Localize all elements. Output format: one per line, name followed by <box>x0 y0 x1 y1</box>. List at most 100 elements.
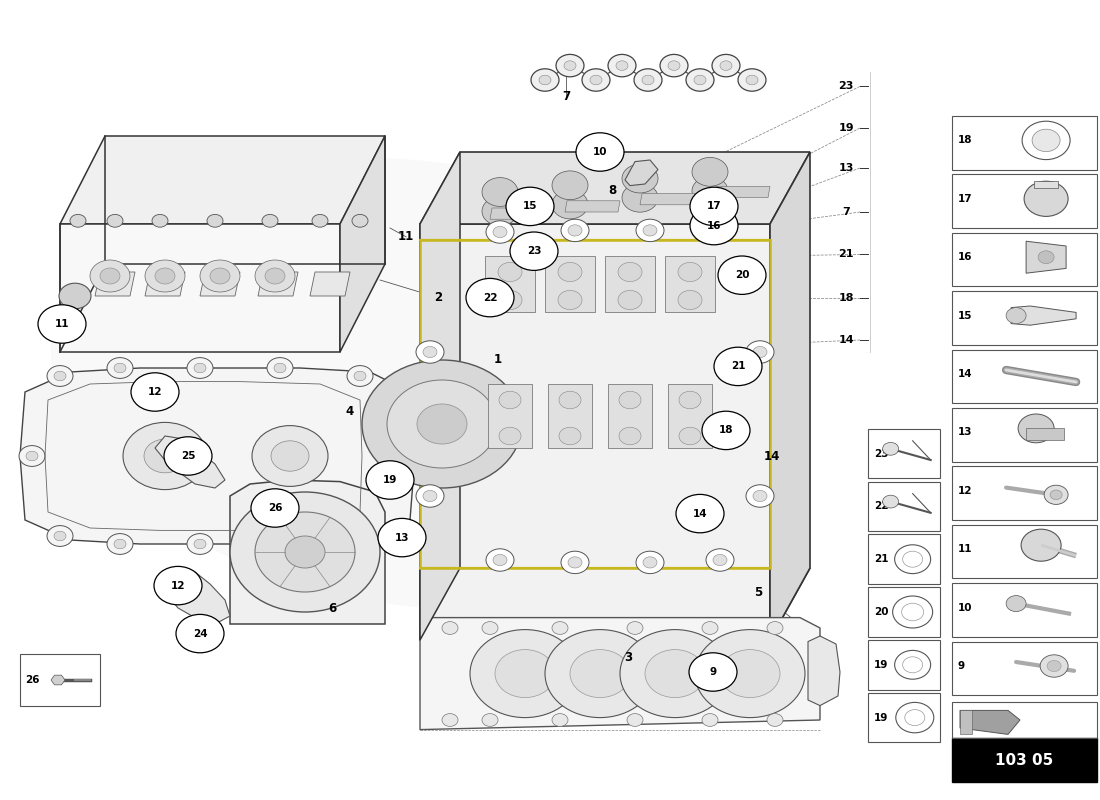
Circle shape <box>689 653 737 691</box>
Circle shape <box>678 290 702 310</box>
Text: 19: 19 <box>874 713 889 722</box>
Polygon shape <box>1011 306 1076 325</box>
Circle shape <box>123 422 207 490</box>
Circle shape <box>54 371 66 381</box>
Text: 22: 22 <box>483 293 497 302</box>
Circle shape <box>187 358 213 378</box>
Text: 18: 18 <box>838 293 854 302</box>
Circle shape <box>627 714 644 726</box>
Text: 18: 18 <box>958 135 972 146</box>
Circle shape <box>552 171 589 200</box>
Polygon shape <box>60 224 340 352</box>
Circle shape <box>346 526 373 546</box>
Circle shape <box>618 290 642 310</box>
Circle shape <box>26 451 39 461</box>
Circle shape <box>556 54 584 77</box>
FancyBboxPatch shape <box>868 693 940 742</box>
Circle shape <box>498 262 522 282</box>
Circle shape <box>417 404 467 444</box>
Circle shape <box>608 54 636 77</box>
Polygon shape <box>200 272 240 296</box>
Text: 103 05: 103 05 <box>994 754 1053 768</box>
Circle shape <box>251 489 299 527</box>
Circle shape <box>506 187 554 226</box>
Circle shape <box>312 214 328 227</box>
Text: a passion
for cars: a passion for cars <box>417 551 507 601</box>
Circle shape <box>718 256 766 294</box>
Circle shape <box>561 219 588 242</box>
Text: 26: 26 <box>267 503 283 513</box>
Circle shape <box>107 534 133 554</box>
Circle shape <box>274 363 286 373</box>
Circle shape <box>706 221 734 243</box>
Text: 23: 23 <box>874 449 889 458</box>
Circle shape <box>895 702 934 733</box>
Circle shape <box>486 221 514 243</box>
FancyBboxPatch shape <box>20 654 100 706</box>
Circle shape <box>1044 485 1068 504</box>
Text: 3: 3 <box>624 651 632 664</box>
Circle shape <box>482 714 498 726</box>
Circle shape <box>702 622 718 634</box>
Circle shape <box>362 360 522 488</box>
Circle shape <box>714 347 762 386</box>
FancyBboxPatch shape <box>952 738 1097 782</box>
Text: 25: 25 <box>180 451 196 461</box>
Circle shape <box>1006 307 1026 323</box>
FancyBboxPatch shape <box>952 116 1097 170</box>
Circle shape <box>1032 129 1060 152</box>
Circle shape <box>894 545 931 574</box>
Circle shape <box>1024 181 1068 216</box>
Circle shape <box>252 426 328 486</box>
Circle shape <box>255 512 355 592</box>
Circle shape <box>366 461 414 499</box>
Circle shape <box>354 371 366 381</box>
Text: 8: 8 <box>608 184 616 197</box>
Text: 16: 16 <box>958 252 972 262</box>
Text: 13: 13 <box>958 427 972 438</box>
Circle shape <box>618 262 642 282</box>
Circle shape <box>558 262 582 282</box>
Circle shape <box>442 622 458 634</box>
Circle shape <box>561 551 588 574</box>
FancyBboxPatch shape <box>952 291 1097 345</box>
Text: 12: 12 <box>958 486 972 496</box>
Text: 21: 21 <box>730 362 746 371</box>
Polygon shape <box>420 152 460 640</box>
Circle shape <box>690 187 738 226</box>
Text: 10: 10 <box>593 147 607 157</box>
Circle shape <box>107 214 123 227</box>
Text: 19: 19 <box>838 123 854 133</box>
Text: 12: 12 <box>147 387 163 397</box>
Circle shape <box>619 427 641 445</box>
Polygon shape <box>145 272 185 296</box>
Circle shape <box>54 531 66 541</box>
Circle shape <box>482 622 498 634</box>
Circle shape <box>107 358 133 378</box>
Polygon shape <box>625 160 658 186</box>
FancyBboxPatch shape <box>952 233 1097 286</box>
Polygon shape <box>960 710 972 734</box>
Text: 18: 18 <box>718 426 734 435</box>
Circle shape <box>47 366 73 386</box>
Text: 9: 9 <box>710 667 716 677</box>
Circle shape <box>558 290 582 310</box>
Text: 19: 19 <box>874 660 889 670</box>
Circle shape <box>552 190 589 219</box>
Circle shape <box>902 603 924 621</box>
Circle shape <box>210 268 230 284</box>
Text: 7: 7 <box>562 90 570 102</box>
Text: 26: 26 <box>25 675 40 685</box>
Circle shape <box>692 177 728 206</box>
Circle shape <box>424 346 437 358</box>
Polygon shape <box>1026 429 1064 440</box>
Polygon shape <box>544 256 595 312</box>
Polygon shape <box>640 194 695 205</box>
Circle shape <box>531 69 559 91</box>
Circle shape <box>903 657 923 673</box>
Circle shape <box>713 226 727 238</box>
Polygon shape <box>488 384 532 448</box>
Polygon shape <box>548 384 592 448</box>
Circle shape <box>19 446 45 466</box>
Text: 11: 11 <box>398 230 414 243</box>
